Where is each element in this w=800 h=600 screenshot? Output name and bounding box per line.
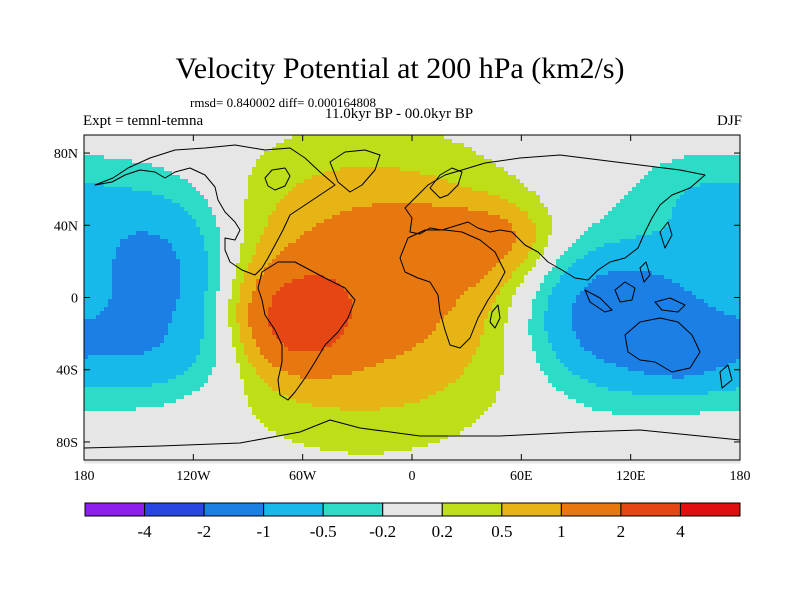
- coastline-eurasia: [404, 154, 706, 281]
- coastline-borneo: [614, 281, 636, 303]
- colorbar-swatch: [263, 502, 324, 517]
- coastline-greenland: [329, 149, 381, 193]
- coastline-sumatra: [584, 289, 613, 313]
- colorbar-swatch: [560, 502, 622, 517]
- coastlines: [83, 144, 741, 449]
- coastline-philippines: [639, 261, 651, 283]
- coastline-japan: [659, 221, 673, 249]
- colorbar-level-label: 1: [557, 522, 566, 541]
- colorbar-swatch: [322, 502, 384, 517]
- colorbar-swatch: [84, 502, 146, 517]
- colorbar-swatch: [203, 502, 265, 517]
- coastline-new-guinea: [654, 297, 686, 313]
- x-tick-label: 120E: [616, 469, 646, 484]
- x-tick-label: 120W: [176, 469, 211, 484]
- x-tick-label: 180: [74, 469, 95, 484]
- colorbar-level-label: 0.5: [491, 522, 512, 541]
- y-tick-label: 80S: [56, 436, 78, 451]
- x-tick-label: 60W: [289, 469, 317, 484]
- colorbar-swatch: [382, 502, 443, 517]
- period-text: 11.0kyr BP - 00.0kyr BP: [325, 106, 474, 122]
- x-tick-label: 60E: [510, 469, 533, 484]
- y-tick-label: 40S: [56, 364, 78, 379]
- x-tick-label: 0: [409, 469, 416, 484]
- colorbar-swatch: [620, 502, 681, 517]
- y-tick-label: 80N: [54, 147, 78, 162]
- colorbar-level-label: 4: [676, 522, 685, 541]
- coastline-scandinavia: [429, 167, 463, 199]
- contour-field: [84, 135, 741, 464]
- y-tick-label: 40N: [54, 219, 78, 234]
- coastline-africa: [399, 229, 506, 349]
- colorbar-level-label: -1: [257, 522, 271, 541]
- colorbar-level-label: -4: [137, 522, 152, 541]
- colorbar-swatch: [679, 502, 741, 517]
- x-tick-label: 180: [730, 469, 751, 484]
- colorbar: -4 -2 -1 -0.5 -0.2 0.2 0.5 1 2 4: [84, 502, 741, 541]
- colorbar-level-label: 0.2: [432, 522, 453, 541]
- coastline-north-america: [94, 144, 336, 276]
- coastline-south-america: [257, 261, 356, 401]
- colorbar-swatch: [441, 502, 503, 517]
- colorbar-swatch: [144, 502, 205, 517]
- colorbar-level-label: 2: [617, 522, 626, 541]
- stats-text: rmsd= 0.840002 diff= 0.000164808: [190, 95, 376, 110]
- y-tick-label: 0: [71, 292, 78, 307]
- colorbar-level-label: -2: [197, 522, 211, 541]
- coastline-new-zealand: [719, 364, 733, 389]
- coastline-australia: [624, 317, 701, 373]
- experiment-label: Expt = temnl-temna: [83, 113, 204, 129]
- season-label: DJF: [716, 113, 742, 129]
- chart-title: Velocity Potential at 200 hPa (km2/s): [175, 52, 625, 85]
- coastline-hudson-bay: [264, 167, 291, 191]
- colorbar-level-label: -0.5: [310, 522, 337, 541]
- coastline-antarctica: [83, 419, 741, 449]
- colorbar-swatch: [501, 502, 562, 517]
- colorbar-level-label: -0.2: [369, 522, 396, 541]
- coastline-madagascar: [489, 304, 501, 329]
- axes: 180 120W 60W 0 60E 120E 180 80N 40N 0 40S 80S: [54, 135, 751, 484]
